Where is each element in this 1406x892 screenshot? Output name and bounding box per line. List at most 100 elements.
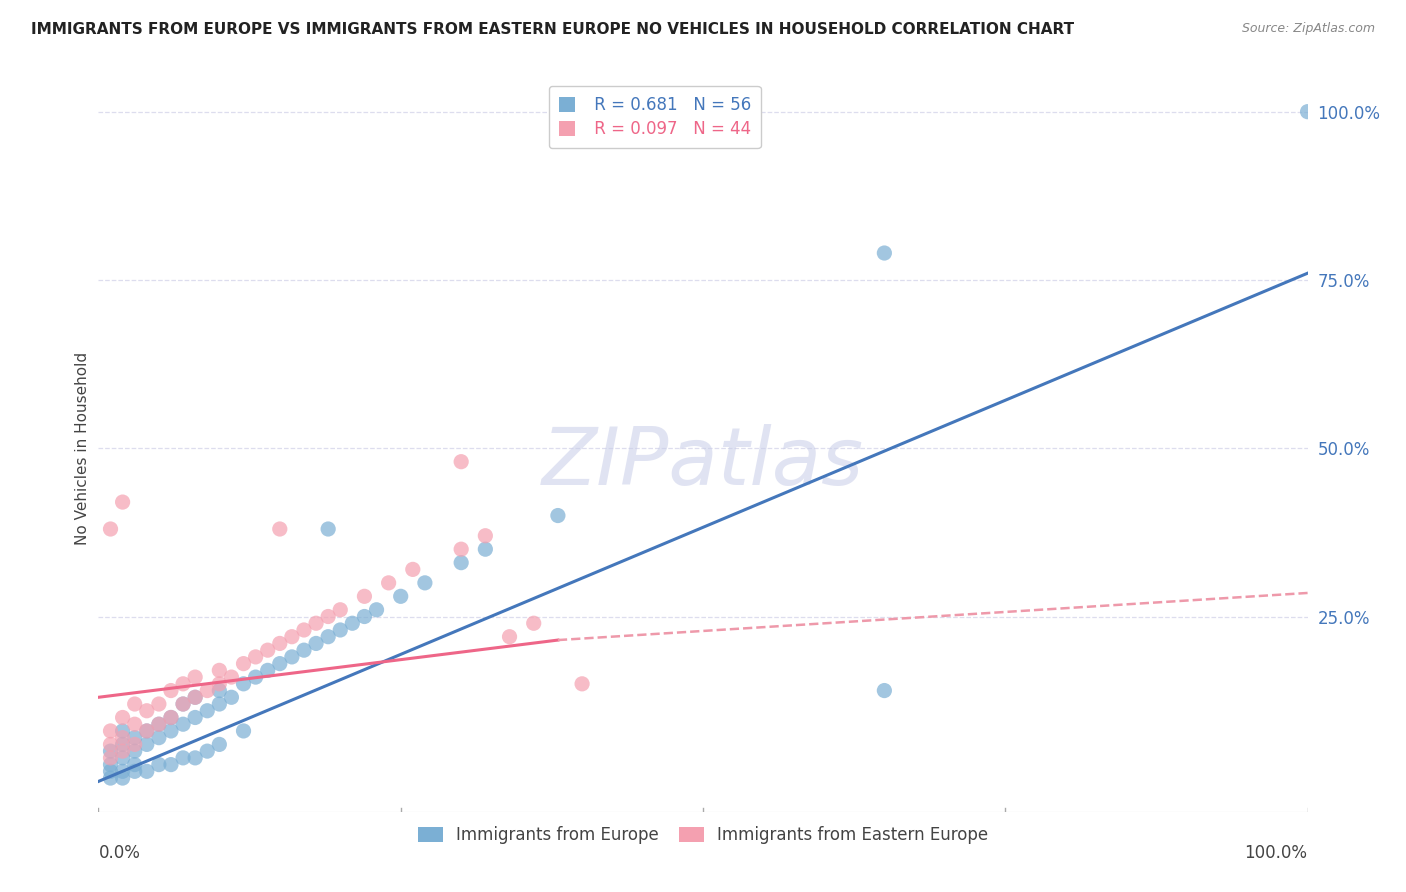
Point [100,771,122,785]
Text: IMMIGRANTS FROM EUROPE VS IMMIGRANTS FROM EASTERN EUROPE NO VEHICLES IN HOUSEHOL: IMMIGRANTS FROM EUROPE VS IMMIGRANTS FRO… [31,22,1074,37]
Point [353,590,375,604]
Point [148,731,170,745]
Point [160,710,183,724]
Point [111,710,134,724]
Point [111,723,134,738]
Point [232,657,254,671]
Point [100,757,122,772]
Point [172,697,194,711]
Point [148,757,170,772]
Point [111,751,134,765]
Point [100,744,122,758]
Point [402,562,425,576]
Point [353,609,375,624]
Point [124,697,146,711]
Point [160,723,183,738]
Point [148,717,170,731]
Point [292,623,315,637]
Point [135,764,157,779]
Point [232,677,254,691]
Point [269,522,291,536]
Point [195,704,218,718]
Point [281,630,304,644]
Point [100,751,122,765]
Point [111,731,134,745]
Point [256,664,278,678]
Point [195,683,218,698]
Point [342,616,364,631]
Point [269,657,291,671]
Point [124,757,146,772]
Point [124,744,146,758]
Point [1296,104,1319,119]
Text: 0.0%: 0.0% [98,845,141,863]
Point [316,630,339,644]
Point [571,677,593,691]
Point [100,764,122,779]
Point [148,717,170,731]
Point [316,609,339,624]
Point [111,771,134,785]
Point [100,522,122,536]
Point [172,677,194,691]
Point [329,623,352,637]
Point [135,704,157,718]
Point [160,757,183,772]
Point [450,542,472,557]
Point [124,717,146,731]
Point [135,738,157,752]
Text: 100.0%: 100.0% [1244,845,1308,863]
Point [377,575,399,590]
Point [292,643,315,657]
Point [450,556,472,570]
Legend: Immigrants from Europe, Immigrants from Eastern Europe: Immigrants from Europe, Immigrants from … [411,820,995,851]
Point [184,710,207,724]
Point [100,738,122,752]
Point [413,575,436,590]
Point [450,455,472,469]
Point [232,723,254,738]
Point [316,522,339,536]
Point [547,508,569,523]
Point [195,744,218,758]
Point [873,683,896,698]
Point [329,603,352,617]
Point [184,670,207,684]
Text: Source: ZipAtlas.com: Source: ZipAtlas.com [1241,22,1375,36]
Point [208,677,231,691]
Point [172,697,194,711]
Point [523,616,546,631]
Point [184,751,207,765]
Point [124,731,146,745]
Point [305,636,328,650]
Point [148,697,170,711]
Point [208,664,231,678]
Point [124,738,146,752]
Point [281,649,304,664]
Point [389,590,412,604]
Point [111,495,134,509]
Point [873,246,896,260]
Point [172,717,194,731]
Point [111,764,134,779]
Point [245,649,267,664]
Point [474,542,496,557]
Text: ZIPatlas: ZIPatlas [541,424,865,502]
Point [366,603,388,617]
Point [184,690,207,705]
Point [111,738,134,752]
Point [245,670,267,684]
Point [208,683,231,698]
Point [135,723,157,738]
Point [124,764,146,779]
Point [256,643,278,657]
Point [221,690,243,705]
Point [305,616,328,631]
Point [184,690,207,705]
Point [160,710,183,724]
Point [208,738,231,752]
Point [269,636,291,650]
Point [100,723,122,738]
Point [208,697,231,711]
Y-axis label: No Vehicles in Household: No Vehicles in Household [75,351,90,545]
